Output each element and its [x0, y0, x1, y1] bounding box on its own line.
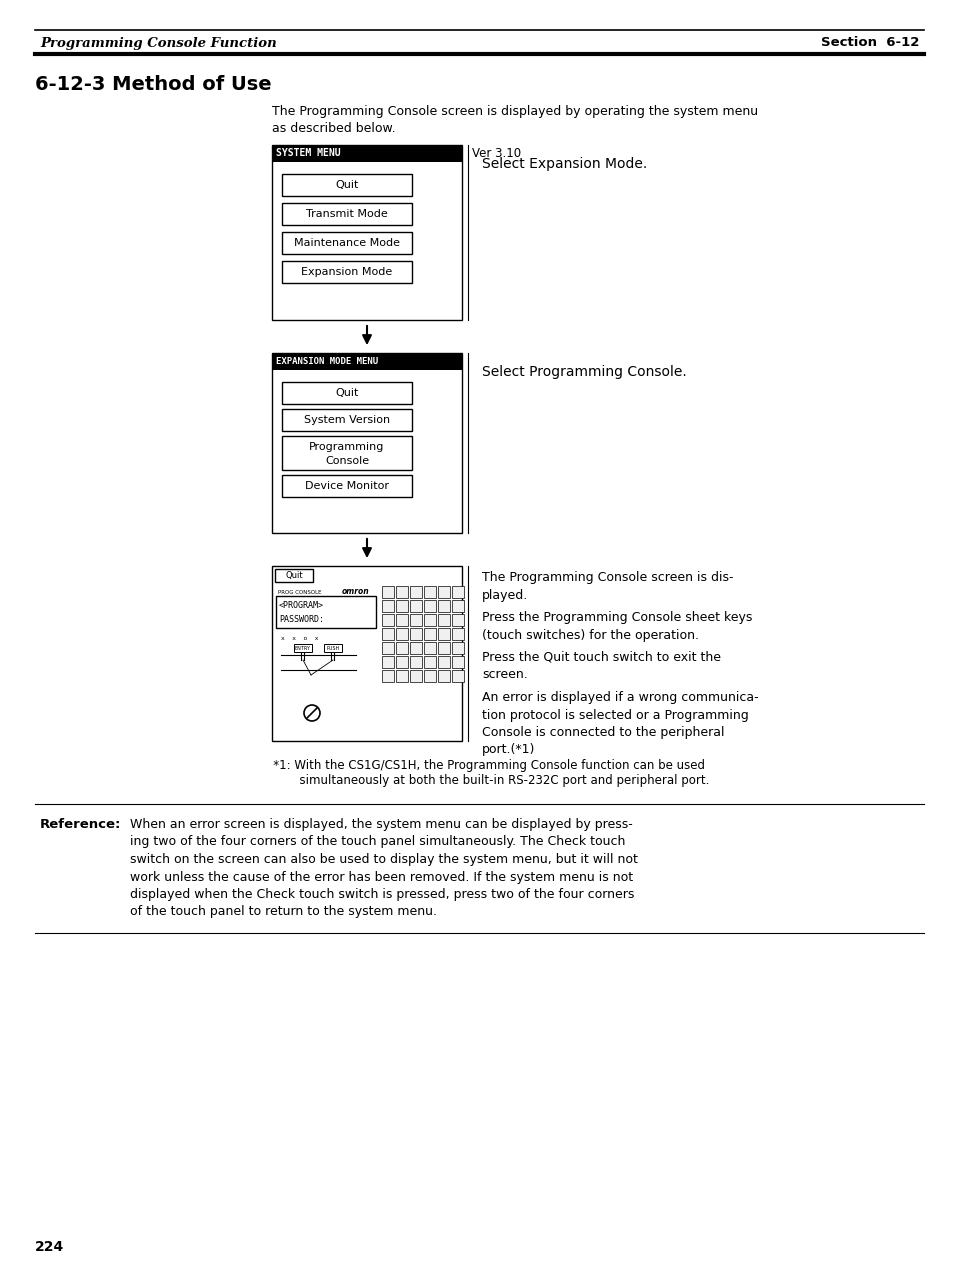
Text: 224: 224 — [35, 1240, 64, 1254]
Text: <PROGRAM>: <PROGRAM> — [278, 601, 324, 610]
Text: When an error screen is displayed, the system menu can be displayed by press-
in: When an error screen is displayed, the s… — [130, 818, 638, 918]
Bar — [282, 382, 412, 404]
Bar — [437, 656, 450, 668]
Bar — [395, 600, 408, 612]
Bar — [452, 642, 463, 654]
Bar — [282, 436, 412, 470]
Text: Select Expansion Mode.: Select Expansion Mode. — [481, 157, 646, 171]
Bar — [452, 586, 463, 598]
Text: PASSWORD:: PASSWORD: — [278, 615, 324, 625]
Bar — [381, 600, 394, 612]
Bar — [437, 586, 450, 598]
Bar — [282, 174, 412, 197]
Bar — [381, 656, 394, 668]
Bar — [381, 642, 394, 654]
Text: An error is displayed if a wrong communica-
tion protocol is selected or a Progr: An error is displayed if a wrong communi… — [481, 691, 758, 757]
Text: The Programming Console screen is displayed by operating the system menu
as desc: The Programming Console screen is displa… — [272, 105, 758, 134]
Bar — [452, 670, 463, 682]
Text: *1: With the CS1G/CS1H, the Programming Console function can be used: *1: With the CS1G/CS1H, the Programming … — [262, 760, 704, 772]
Text: System Version: System Version — [304, 415, 390, 425]
Bar — [423, 586, 436, 598]
Bar — [282, 476, 412, 497]
Text: Press the Programming Console sheet keys
(touch switches) for the operation.: Press the Programming Console sheet keys… — [481, 611, 752, 642]
Bar — [275, 596, 375, 628]
Bar — [410, 656, 421, 668]
Bar — [423, 600, 436, 612]
Text: EXPANSION MODE MENU: EXPANSION MODE MENU — [275, 358, 377, 366]
Text: Programming: Programming — [309, 443, 384, 451]
Text: simultaneously at both the built-in RS-232C port and peripheral port.: simultaneously at both the built-in RS-2… — [262, 773, 709, 787]
Bar — [272, 145, 461, 320]
Text: Select Programming Console.: Select Programming Console. — [481, 365, 686, 379]
Text: Section  6-12: Section 6-12 — [820, 37, 918, 49]
Bar — [395, 614, 408, 626]
Bar — [423, 628, 436, 640]
Bar — [282, 203, 412, 224]
Bar — [452, 600, 463, 612]
Bar — [282, 410, 412, 431]
Bar — [437, 600, 450, 612]
Text: 6-12-3 Method of Use: 6-12-3 Method of Use — [35, 75, 272, 94]
Bar — [282, 232, 412, 254]
Bar — [395, 670, 408, 682]
Bar — [423, 670, 436, 682]
Text: Quit: Quit — [335, 180, 358, 190]
Bar — [381, 614, 394, 626]
Bar — [410, 600, 421, 612]
Text: ENTRY: ENTRY — [294, 645, 311, 650]
Bar — [452, 656, 463, 668]
Bar — [452, 628, 463, 640]
Bar — [410, 586, 421, 598]
Bar — [437, 670, 450, 682]
Bar — [395, 656, 408, 668]
Bar — [452, 614, 463, 626]
Text: PROG CONSOLE: PROG CONSOLE — [277, 590, 321, 595]
Bar — [423, 656, 436, 668]
Bar — [272, 566, 461, 741]
Bar — [274, 569, 313, 582]
Bar — [381, 628, 394, 640]
Text: omron: omron — [341, 587, 369, 596]
Bar — [423, 614, 436, 626]
Text: Console: Console — [325, 456, 369, 467]
Bar — [410, 628, 421, 640]
Bar — [395, 628, 408, 640]
Text: Quit: Quit — [285, 571, 302, 579]
Text: Reference:: Reference: — [40, 818, 121, 831]
Text: Programming Console Function: Programming Console Function — [40, 37, 276, 49]
Text: Ver 3.10: Ver 3.10 — [472, 147, 520, 160]
Bar — [272, 145, 461, 162]
Text: The Programming Console screen is dis-
played.: The Programming Console screen is dis- p… — [481, 571, 733, 601]
Bar — [395, 586, 408, 598]
Text: Expansion Mode: Expansion Mode — [301, 268, 393, 276]
Bar — [381, 586, 394, 598]
Text: SYSTEM MENU: SYSTEM MENU — [275, 148, 340, 158]
Bar — [410, 614, 421, 626]
Text: PUSH: PUSH — [326, 645, 339, 650]
Text: Press the Quit touch switch to exit the
screen.: Press the Quit touch switch to exit the … — [481, 650, 720, 681]
Text: Quit: Quit — [335, 388, 358, 398]
Text: Maintenance Mode: Maintenance Mode — [294, 238, 399, 249]
Bar — [282, 261, 412, 283]
Bar — [410, 642, 421, 654]
Bar — [272, 353, 461, 533]
Text: x  x  o  x: x x o x — [281, 635, 318, 640]
Text: Transmit Mode: Transmit Mode — [306, 209, 388, 219]
Bar — [423, 642, 436, 654]
Bar — [395, 642, 408, 654]
Bar — [381, 670, 394, 682]
Bar — [294, 644, 312, 652]
Bar — [324, 644, 341, 652]
Bar — [437, 614, 450, 626]
Bar — [272, 353, 461, 370]
Bar — [437, 642, 450, 654]
Bar — [410, 670, 421, 682]
Text: Device Monitor: Device Monitor — [305, 481, 389, 491]
Bar — [437, 628, 450, 640]
